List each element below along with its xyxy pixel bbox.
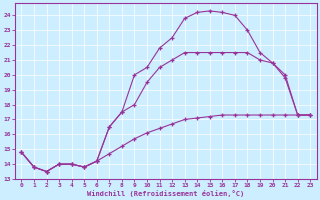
X-axis label: Windchill (Refroidissement éolien,°C): Windchill (Refroidissement éolien,°C)	[87, 190, 244, 197]
